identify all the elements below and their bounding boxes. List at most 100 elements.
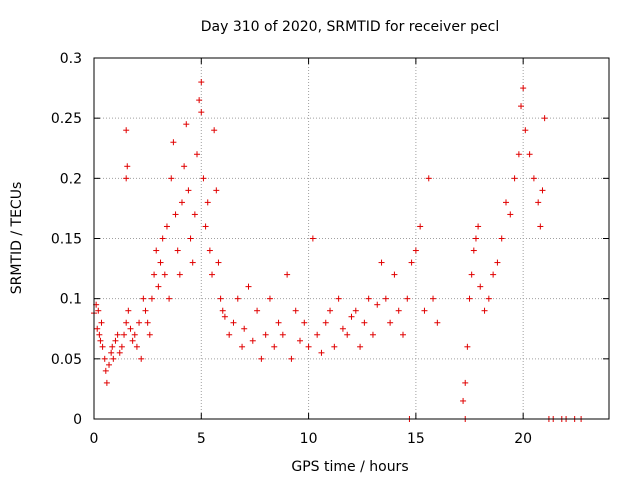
data-point (434, 319, 441, 326)
data-point (288, 355, 295, 362)
data-point (138, 355, 145, 362)
data-point (481, 307, 488, 314)
y-tick-label: 0.25 (51, 111, 82, 127)
x-tick-label: 0 (90, 431, 99, 447)
data-point (408, 259, 415, 266)
data-point (108, 349, 115, 356)
data-point (124, 163, 131, 170)
data-point (535, 199, 542, 206)
data-point (112, 337, 119, 344)
data-point (530, 175, 537, 182)
data-point (96, 331, 103, 338)
data-point (146, 331, 153, 338)
data-point (151, 271, 158, 278)
data-point (176, 271, 183, 278)
data-point (507, 211, 514, 218)
data-point (258, 355, 265, 362)
x-tick-label: 20 (514, 431, 532, 447)
data-point (133, 343, 140, 350)
data-point (348, 313, 355, 320)
data-point (239, 343, 246, 350)
data-point (365, 295, 372, 302)
y-tick-label: 0.05 (51, 352, 82, 368)
data-point (400, 331, 406, 338)
data-point (166, 295, 173, 302)
data-point (460, 397, 467, 404)
data-point (537, 223, 544, 230)
data-point (226, 331, 233, 338)
data-point (305, 343, 312, 350)
data-point (518, 103, 525, 110)
data-point (284, 271, 291, 278)
data-point (198, 109, 205, 116)
data-point (123, 127, 130, 134)
data-point (157, 259, 164, 266)
data-point (522, 127, 529, 134)
data-point (101, 355, 108, 362)
data-point (395, 307, 402, 314)
data-point (425, 175, 432, 182)
data-point (511, 175, 518, 182)
x-tick-label: 10 (300, 431, 318, 447)
data-point (163, 223, 170, 230)
data-point (129, 337, 136, 344)
data-point (127, 325, 134, 332)
data-point (221, 313, 228, 320)
data-point (204, 199, 211, 206)
data-point (503, 199, 509, 206)
data-point (314, 331, 321, 338)
data-point (234, 295, 241, 302)
data-point (206, 247, 213, 254)
data-point (462, 379, 469, 386)
data-point (378, 259, 385, 266)
data-point (249, 337, 256, 344)
x-tick-label: 5 (197, 431, 206, 447)
data-point (470, 247, 477, 254)
y-tick-label: 0 (73, 412, 82, 428)
data-point (110, 355, 117, 362)
chart-title: Day 310 of 2020, SRMTID for receiver pec… (201, 19, 500, 35)
data-point (520, 85, 527, 92)
data-point (202, 223, 209, 230)
data-point (485, 295, 492, 302)
data-point (194, 151, 200, 158)
data-point (279, 331, 286, 338)
data-point (155, 283, 162, 290)
data-point (318, 349, 325, 356)
data-point (391, 271, 398, 278)
data-point (477, 283, 484, 290)
data-point (301, 319, 308, 326)
data-point (106, 361, 113, 368)
data-point (262, 331, 269, 338)
data-point (123, 319, 130, 326)
data-point (136, 319, 143, 326)
data-point (271, 343, 278, 350)
data-point (309, 235, 316, 242)
data-point (245, 283, 252, 290)
data-point (159, 235, 166, 242)
data-point (215, 259, 222, 266)
data-point (217, 295, 224, 302)
data-point (498, 235, 505, 242)
data-point (361, 319, 368, 326)
data-point (200, 175, 207, 182)
data-point (417, 223, 424, 230)
data-point (369, 331, 376, 338)
plot-frame (93, 57, 610, 420)
data-point (181, 163, 188, 170)
axis-ticks: 0 0.05 0.1 0.15 0.2 0.25 0.3 0 5 10 15 20 (51, 51, 609, 447)
data-point (464, 343, 471, 350)
data-point (472, 235, 479, 242)
data-point (382, 295, 389, 302)
data-point (103, 379, 110, 386)
data-point (97, 337, 104, 344)
data-point (125, 307, 132, 314)
data-point (541, 115, 548, 122)
data-point (357, 343, 364, 350)
x-axis-label: GPS time / hours (291, 459, 408, 475)
data-point (191, 211, 198, 218)
data-point (421, 307, 428, 314)
data-point (494, 259, 501, 266)
data-point (98, 319, 105, 326)
